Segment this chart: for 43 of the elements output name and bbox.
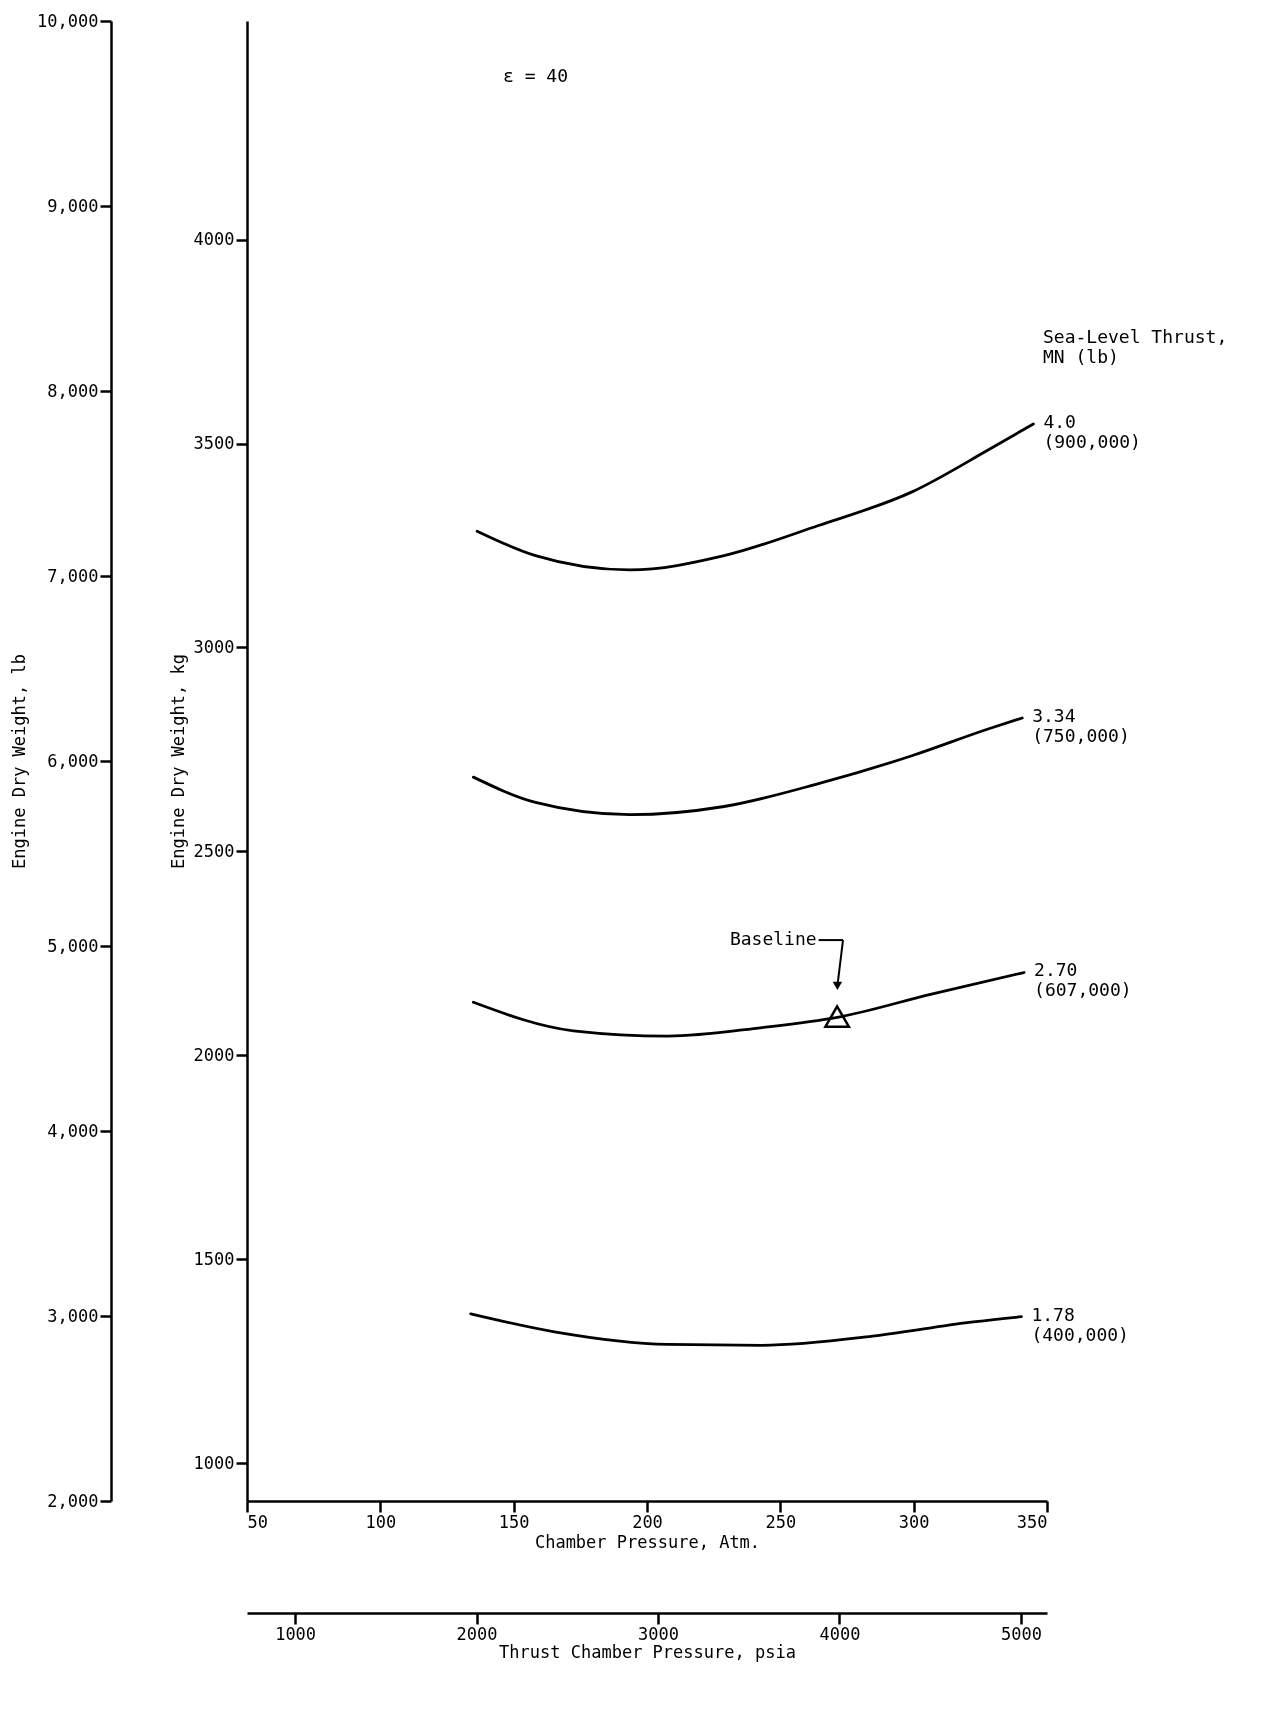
x-axis-title: Chamber Pressure, Atm. [534, 1531, 761, 1552]
y2-tick-label: 2,000 [47, 1490, 99, 1511]
y2-tick-label: 4,000 [47, 1120, 99, 1141]
series-label: 4.0 (900,000) [1043, 410, 1141, 452]
x2-tick-label: 2000 [456, 1623, 498, 1644]
y2-tick-label: 3,000 [47, 1305, 99, 1326]
y-tick-label: 1500 [193, 1248, 235, 1269]
y-tick-label: 4000 [193, 229, 235, 250]
line-series [472, 716, 1024, 817]
y-tick-label: 2500 [193, 840, 235, 861]
x-tick-label: 250 [765, 1511, 797, 1532]
legend-title: Sea-Level Thrust, MN (lb) [1043, 325, 1228, 367]
line-series [472, 971, 1026, 1038]
annotation: ε = 40 [503, 65, 569, 87]
y2-axis-title: Engine Dry Weight, lb [9, 654, 30, 869]
x2-axis-title: Thrust Chamber Pressure, psia [499, 1641, 796, 1662]
y-tick-label: 3500 [193, 433, 235, 453]
x2-tick-label: 1000 [275, 1623, 317, 1644]
series-label: 1.78 (400,000) [1031, 1303, 1129, 1345]
x-tick-label: 350 [1016, 1511, 1048, 1532]
x-tick-label: 50 [247, 1511, 268, 1532]
y2-tick-label: 6,000 [47, 750, 99, 771]
y2-tick-label: 9,000 [47, 195, 99, 216]
y2-tick-label: 8,000 [47, 380, 99, 401]
y-tick-label: 3000 [193, 636, 235, 657]
x2-tick-label: 5000 [1000, 1623, 1042, 1644]
y-tick-label: 2000 [193, 1044, 235, 1065]
y-axis-title: Engine Dry Weight, kg [167, 654, 188, 869]
y-tick-label: 1000 [193, 1452, 235, 1473]
line-series [475, 422, 1035, 572]
x-tick-label: 150 [498, 1511, 530, 1532]
x-tick-label: 200 [632, 1511, 663, 1532]
x2-tick-label: 4000 [819, 1623, 861, 1644]
y2-tick-label: 5,000 [47, 935, 99, 956]
y2-tick-label: 10,000 [37, 10, 99, 31]
series-label: 2.70 (607,000) [1034, 959, 1132, 1001]
x-tick-label: 100 [365, 1511, 397, 1532]
y2-tick-label: 7,000 [47, 565, 99, 586]
x-tick-label: 300 [898, 1511, 930, 1532]
annotation: Baseline [729, 928, 817, 950]
series-label: 3.34 (750,000) [1032, 704, 1130, 746]
line-series [469, 1312, 1023, 1347]
x2-tick-label: 3000 [638, 1623, 680, 1644]
